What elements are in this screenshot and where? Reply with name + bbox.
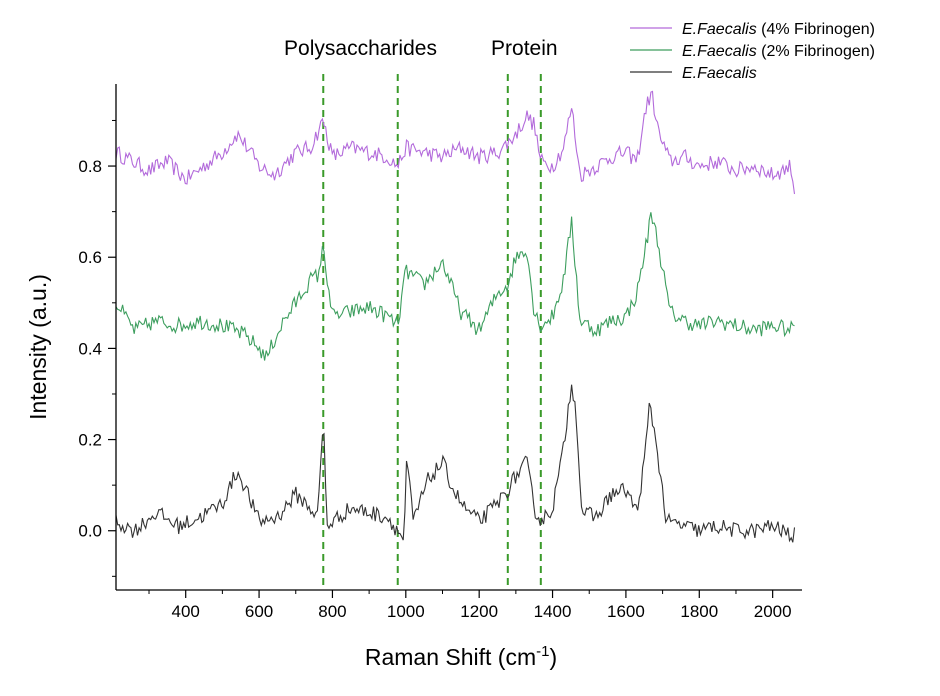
x-tick-label: 1000 [387,602,425,621]
series-line-3 [115,384,796,543]
axes: 400 600 800 1000 1200 1400 1600 1800 2000 0.0 0.2 0… [25,84,802,670]
x-tick-label: 400 [172,602,200,621]
series-lines [115,90,796,543]
region-label-2: Protein [491,37,558,60]
legend-label-2: E.Faecalis (2% Fibrinogen) [682,43,875,60]
dashed-region-lines [322,74,542,590]
x-tick-label: 2000 [754,602,792,621]
region-label-1: Polysaccharides [284,37,437,60]
series-line-2 [115,212,795,361]
x-axis-title: Raman Shift (cm-1) [365,643,557,670]
x-tick-label: 800 [318,602,346,621]
x-tick-label: 1600 [607,602,645,621]
region-labels: Polysaccharides Protein [284,37,558,60]
x-tick-label: 1200 [460,602,498,621]
x-tick-label: 1400 [534,602,572,621]
y-axis-title: Intensity (a.u.) [25,274,51,420]
x-tick-label: 1800 [680,602,718,621]
y-tick-label: 0.8 [78,157,102,176]
y-tick-label: 0.2 [78,431,102,450]
legend-label-3: E.Faecalis [682,65,757,82]
series-line-1 [115,90,796,195]
y-tick-label: 0.0 [78,522,102,541]
legend: E.Faecalis (4% Fibrinogen) E.Faecalis (2%… [630,21,875,82]
y-tick-label: 0.4 [78,339,102,358]
y-tick-label: 0.6 [78,248,102,267]
x-tick-label: 600 [245,602,273,621]
legend-label-1: E.Faecalis (4% Fibrinogen) [682,21,875,38]
